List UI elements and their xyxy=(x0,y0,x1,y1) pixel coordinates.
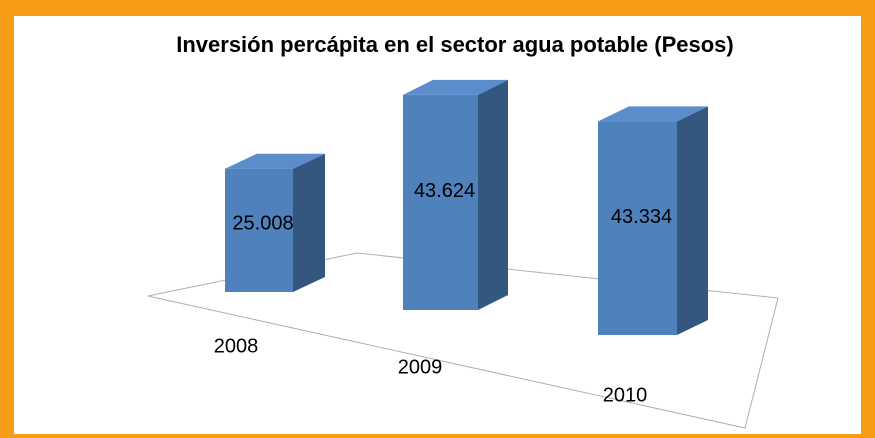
bar-side xyxy=(478,79,508,310)
bar xyxy=(403,94,478,310)
frame-left xyxy=(0,0,14,438)
bar-top xyxy=(403,79,508,95)
value-label: 43.624 xyxy=(414,180,475,202)
bar xyxy=(225,168,293,292)
x-tick-label: 2009 xyxy=(398,356,443,378)
x-tick-label: 2010 xyxy=(603,384,648,406)
frame-bottom xyxy=(0,434,875,438)
bar-top xyxy=(598,106,708,122)
value-label: 25.008 xyxy=(232,212,293,234)
frame-right xyxy=(861,0,875,438)
value-label: 43.334 xyxy=(611,206,672,228)
x-tick-label: 2008 xyxy=(214,335,259,357)
bar-side xyxy=(677,106,708,336)
bar-top xyxy=(225,153,325,169)
chart-title: Inversión percápita en el sector agua po… xyxy=(176,32,734,57)
bar-side xyxy=(293,153,325,292)
frame-top xyxy=(0,0,875,16)
bar xyxy=(598,121,677,336)
